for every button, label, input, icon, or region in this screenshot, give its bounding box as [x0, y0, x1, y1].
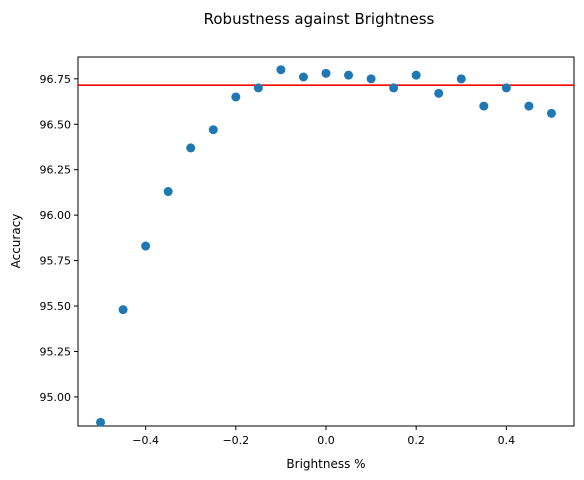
y-axis-label: Accuracy	[9, 214, 23, 269]
y-tick-label: 95.25	[40, 345, 72, 358]
data-point	[366, 74, 376, 84]
y-tick-label: 95.75	[40, 255, 72, 268]
plot-area	[77, 56, 575, 427]
data-point	[276, 65, 286, 75]
y-tick-label: 95.00	[40, 391, 72, 404]
data-point	[253, 83, 263, 93]
x-axis-label: Brightness %	[286, 457, 365, 471]
data-point	[321, 68, 331, 78]
data-point	[524, 101, 534, 111]
data-point	[118, 305, 128, 315]
data-point	[96, 417, 106, 427]
data-points	[96, 65, 556, 427]
x-tick-label: −0.2	[222, 434, 249, 447]
data-point	[456, 74, 466, 84]
data-point	[208, 125, 218, 135]
x-tick-label: −0.4	[132, 434, 159, 447]
data-point	[344, 70, 354, 80]
y-axis: 95.00 95.25 95.50 95.75 96.00 96.25 96.50 96.75	[40, 73, 78, 404]
x-tick-label: 0.0	[317, 434, 335, 447]
data-point	[298, 72, 308, 82]
data-point	[501, 83, 511, 93]
y-tick-label: 96.25	[40, 164, 72, 177]
y-tick-label: 96.50	[40, 118, 72, 131]
data-point	[163, 187, 173, 197]
x-axis: −0.4 −0.2 0.0 0.2 0.4	[132, 426, 515, 447]
y-tick-label: 96.00	[40, 209, 72, 222]
data-point	[411, 70, 421, 80]
data-point	[479, 101, 489, 111]
data-point	[231, 92, 241, 102]
y-tick-label: 96.75	[40, 73, 72, 86]
x-tick-label: 0.4	[498, 434, 516, 447]
x-tick-label: 0.2	[407, 434, 425, 447]
y-tick-label: 95.50	[40, 300, 72, 313]
data-point	[434, 88, 444, 98]
data-point	[546, 108, 556, 118]
chart-title: Robustness against Brightness	[204, 10, 435, 28]
data-point	[141, 241, 151, 251]
data-point	[186, 143, 196, 153]
data-point	[389, 83, 399, 93]
